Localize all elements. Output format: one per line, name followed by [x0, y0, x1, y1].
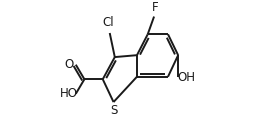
Text: F: F [152, 1, 159, 14]
Text: O: O [64, 58, 73, 71]
Text: OH: OH [177, 71, 195, 84]
Text: S: S [110, 104, 117, 117]
Text: Cl: Cl [103, 16, 114, 29]
Text: HO: HO [60, 87, 78, 100]
